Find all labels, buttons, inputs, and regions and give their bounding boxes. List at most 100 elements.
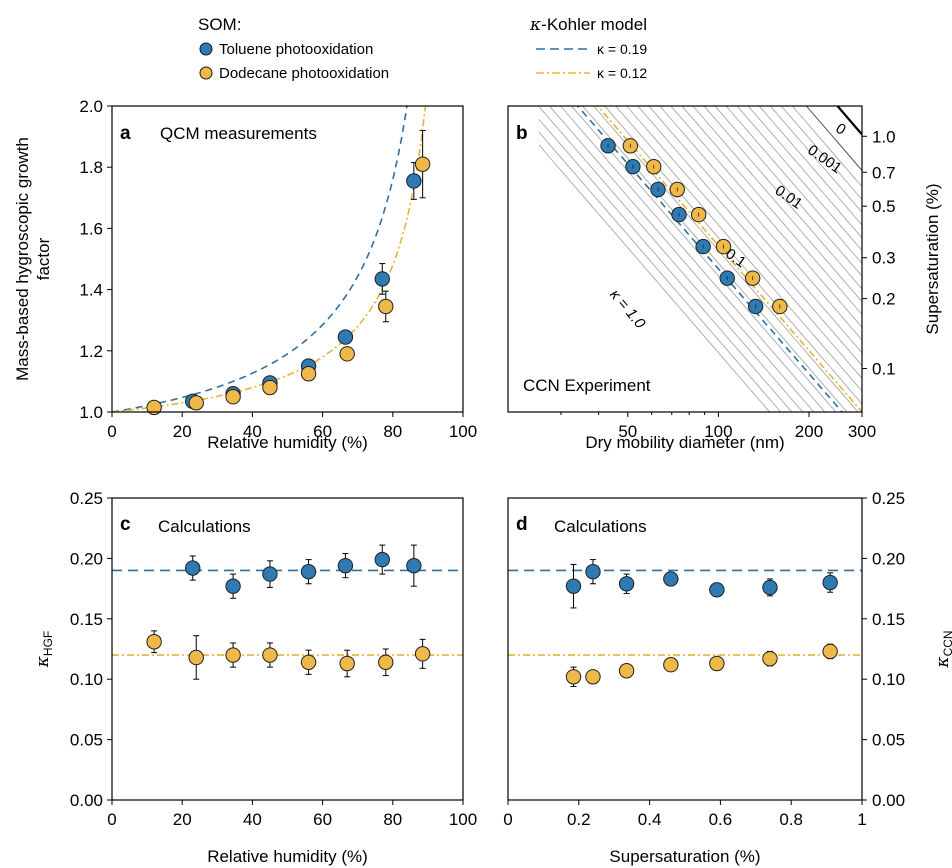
legend-kappa-toluene-label: κ = 0.19	[597, 41, 647, 57]
panel-b-model-line-1	[596, 106, 862, 412]
panel-a-frame	[111, 105, 464, 413]
panel-a-ytick-label: 1.8	[79, 158, 103, 177]
panel-b-isoline-label-0001: 0.001	[804, 142, 845, 177]
panel-b-isoline	[526, 106, 793, 412]
panel-c-title: Calculations	[158, 517, 251, 536]
panel-b-ylabel: Supersaturation (%)	[923, 183, 942, 334]
panel-c-point	[262, 566, 278, 582]
panel-d-xtick-label: 0.6	[709, 810, 733, 829]
panel-c-ylabel: κHGF	[33, 631, 55, 669]
panel-a-point	[262, 379, 278, 396]
legend-toluene-label: Toluene photooxidation	[219, 41, 373, 58]
panel-b-xtick-label: 200	[795, 422, 823, 441]
panel-a-kohler-curve-0	[112, 106, 408, 412]
panel-d-point	[585, 563, 601, 580]
panel-b-ytick-label: 0.5	[872, 197, 896, 216]
panel-b-isoline	[615, 106, 862, 392]
panel-b-isoline-label-kappa1: κ = 1.0	[606, 286, 649, 332]
panel-b-isoline	[537, 106, 804, 412]
panel-c-ytick-label: 0.00	[70, 791, 103, 810]
panel-c-xtick-label: 80	[383, 810, 402, 829]
panel-b-ytick-label: 1.0	[872, 127, 896, 146]
panel-b-isoline	[626, 106, 862, 379]
panel-c-xtick-label: 100	[449, 810, 477, 829]
panel-b-isoline	[714, 106, 862, 277]
panel-c-xlabel: Relative humidity (%)	[207, 847, 368, 866]
panel-b-isoline	[791, 106, 862, 188]
panel-a-point	[406, 173, 422, 189]
panel-c-ytick-label: 0.10	[70, 670, 103, 689]
panel-a-point	[188, 395, 204, 411]
panel-b-isoline	[780, 106, 862, 201]
panel-c-point	[406, 557, 422, 574]
panel-b-isolines	[508, 106, 862, 412]
panel-a-point	[414, 156, 431, 172]
panel-c-point	[337, 557, 354, 574]
panel-b-frame	[507, 105, 863, 413]
panel-c-point	[185, 560, 201, 576]
panel-b-letter-bg	[509, 107, 539, 147]
panel-a-letter: a	[120, 123, 131, 144]
panel-a-point	[374, 271, 390, 287]
panel-c-point	[225, 647, 241, 663]
panel-b-isoline	[604, 106, 862, 405]
legend-model-title: κ-Kohler model	[529, 15, 647, 35]
panel-d-ytick-label: 0.10	[872, 670, 905, 689]
panel-b-isoline	[515, 106, 782, 412]
panel-a: 0 20 40 60 80 100 1.0 1.2 1.4 1.6 1.8 2.0 a QCM measu…	[13, 97, 477, 452]
panel-c-point	[225, 578, 241, 594]
panel-b-isoline	[747, 106, 862, 239]
panel-c-xtick-label: 20	[173, 810, 192, 829]
panel-d-ytick-label: 0.05	[872, 731, 905, 750]
panel-d-xtick-label: 0.8	[779, 810, 803, 829]
panel-c-point	[262, 647, 278, 663]
panel-c-point	[378, 654, 394, 670]
panel-c-point	[414, 646, 431, 662]
panel-a-xtick-label: 60	[313, 422, 332, 441]
panel-d-title: Calculations	[554, 517, 647, 536]
panel-a-point	[146, 399, 162, 416]
panel-b-isoline	[648, 106, 862, 354]
legend-dodecane-label: Dodecane photooxidation	[219, 65, 389, 82]
panel-b-letter: b	[516, 123, 528, 144]
panel-b-isoline	[637, 106, 862, 367]
panel-d-point	[663, 657, 679, 673]
panel-c-ytick-label: 0.15	[70, 610, 103, 629]
panel-a-xtick-label: 20	[173, 422, 192, 441]
panel-c-ytick-label: 0.25	[70, 489, 103, 508]
panel-d-point	[762, 650, 778, 667]
panel-d-point	[618, 576, 635, 592]
panel-a-ytick-label: 1.2	[79, 342, 103, 361]
panel-b-ytick-label: 0.7	[872, 163, 896, 182]
panel-b-xtick-label: 100	[704, 422, 732, 441]
panel-d-point	[709, 655, 725, 672]
panel-d-point	[822, 574, 838, 591]
panel-c-point	[300, 654, 317, 670]
panel-b-ytick-label: 0.1	[872, 360, 896, 379]
panel-b-isoline	[736, 106, 862, 252]
panel-d-xlabel: Supersaturation (%)	[609, 847, 760, 866]
panel-b-isoline	[703, 106, 862, 290]
panel-b-isoline	[758, 106, 862, 226]
panel-d-point	[565, 669, 582, 685]
panel-d-point	[709, 582, 725, 598]
panel-b-title: CCN Experiment	[523, 376, 651, 395]
panel-d-ytick-label: 0.15	[872, 610, 905, 629]
panel-d-point	[762, 579, 778, 596]
panel-b-xtick-label: 300	[848, 422, 876, 441]
panel-b-isoline-0001	[805, 106, 862, 172]
legend-dodecane-marker	[199, 66, 213, 80]
legend-toluene-marker	[199, 42, 213, 56]
panel-c-letter: c	[120, 514, 131, 535]
panel-a-point	[225, 389, 241, 405]
panel-b-isoline	[725, 106, 862, 264]
panel-b-isoline	[548, 106, 815, 412]
panel-b-isoline	[593, 106, 859, 412]
panel-a-ylabel: Mass-based hygroscopic growth factor	[13, 137, 53, 381]
panel-d-xtick-label: 0.4	[638, 810, 662, 829]
panel-b-isoline	[570, 106, 837, 412]
panel-d-point	[565, 578, 582, 594]
panel-c-point	[300, 563, 317, 580]
panel-a-ytick-label: 1.4	[79, 281, 103, 300]
panel-d-xtick-label: 0.2	[567, 810, 591, 829]
